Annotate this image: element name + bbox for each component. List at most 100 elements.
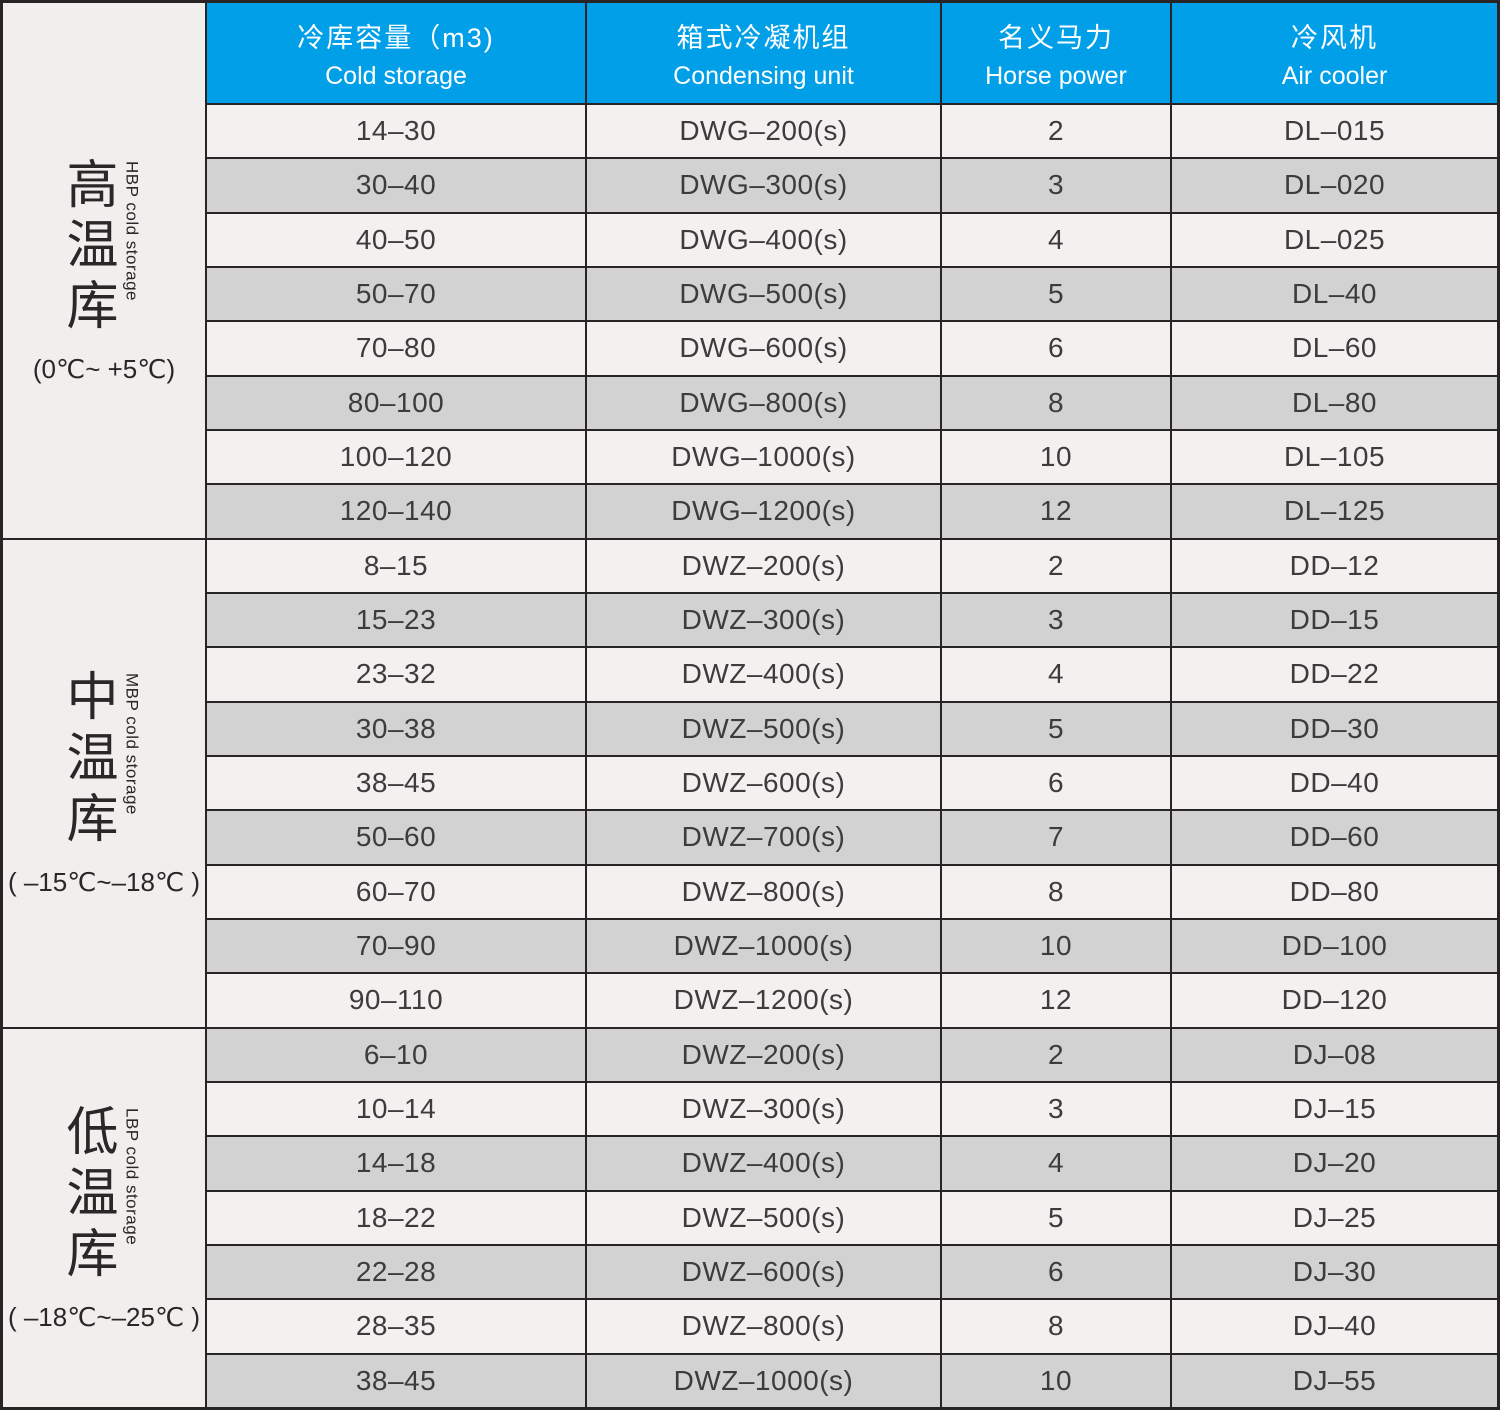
cell-horse-power: 3: [942, 159, 1170, 212]
cell-cold-storage: 28–35: [207, 1300, 585, 1353]
cell-cold-storage: 6–10: [207, 1028, 585, 1081]
cell-air-cooler: DJ–40: [1172, 1300, 1497, 1353]
cell-condensing-unit: DWZ–500(s): [587, 1191, 940, 1244]
cell-condensing-unit: DWG–1200(s): [587, 485, 940, 538]
cell-air-cooler: DJ–08: [1172, 1028, 1497, 1081]
header-label-en: Cold storage: [325, 61, 467, 90]
cell-cold-storage: 80–100: [207, 376, 585, 429]
cell-horse-power: 3: [942, 593, 1170, 647]
cell-air-cooler: DL–80: [1172, 376, 1497, 429]
section-title-en: LBP cold storage: [122, 1108, 142, 1246]
cell-horse-power: 2: [942, 539, 1170, 592]
section-title-en: HBP cold storage: [122, 160, 142, 301]
cell-condensing-unit: DWG–300(s): [587, 159, 940, 212]
cell-condensing-unit: DWZ–200(s): [587, 539, 940, 592]
cell-condensing-unit: DWG–500(s): [587, 267, 940, 321]
header-label-zh: 冷风机: [1291, 22, 1378, 53]
cell-air-cooler: DJ–55: [1172, 1354, 1497, 1407]
cell-horse-power: 4: [942, 648, 1170, 701]
cell-cold-storage: 23–32: [207, 648, 585, 701]
cell-air-cooler: DJ–15: [1172, 1082, 1497, 1136]
cell-cold-storage: 30–40: [207, 159, 585, 212]
cell-condensing-unit: DWZ–400(s): [587, 648, 940, 701]
cell-air-cooler: DD–30: [1172, 702, 1497, 755]
header-label-zh: 箱式冷凝机组: [676, 22, 851, 53]
cell-condensing-unit: DWZ–600(s): [587, 756, 940, 810]
cell-condensing-unit: DWZ–200(s): [587, 1028, 940, 1081]
cell-condensing-unit: DWZ–800(s): [587, 1300, 940, 1353]
header-label-zh: 名义马力: [998, 22, 1114, 53]
cell-air-cooler: DD–100: [1172, 919, 1497, 973]
cell-air-cooler: DL–015: [1172, 105, 1497, 158]
cell-horse-power: 12: [942, 485, 1170, 538]
cell-air-cooler: DD–80: [1172, 865, 1497, 918]
column-header-air-cooler: 冷风机 Air cooler: [1172, 3, 1497, 103]
cell-air-cooler: DD–22: [1172, 648, 1497, 701]
header-label-en: Horse power: [985, 61, 1127, 90]
cell-horse-power: 4: [942, 1137, 1170, 1190]
cell-air-cooler: DJ–25: [1172, 1191, 1497, 1244]
section-title-group: 低温库 LBP cold storage: [66, 1103, 141, 1285]
section-title-zh: 高温库: [66, 156, 119, 337]
cell-cold-storage: 14–30: [207, 105, 585, 158]
cell-cold-storage: 70–90: [207, 919, 585, 973]
cell-horse-power: 8: [942, 376, 1170, 429]
cell-air-cooler: DD–60: [1172, 811, 1497, 864]
section-label-hbp-cold-storage: 高温库 HBP cold storage (0℃~ +5℃): [3, 3, 205, 538]
cell-air-cooler: DD–15: [1172, 593, 1497, 647]
cell-condensing-unit: DWG–600(s): [587, 322, 940, 375]
cell-cold-storage: 120–140: [207, 485, 585, 538]
cell-cold-storage: 14–18: [207, 1137, 585, 1190]
cell-condensing-unit: DWG–400(s): [587, 213, 940, 266]
cell-horse-power: 6: [942, 322, 1170, 375]
cell-horse-power: 7: [942, 811, 1170, 864]
cell-condensing-unit: DWZ–500(s): [587, 702, 940, 755]
cell-horse-power: 5: [942, 1191, 1170, 1244]
cell-horse-power: 8: [942, 1300, 1170, 1353]
section-title-zh: 低温库: [66, 1104, 119, 1284]
section-label-lbp-cold-storage: 低温库 LBP cold storage ( –18℃~–25℃ ): [3, 1028, 205, 1407]
cell-cold-storage: 40–50: [207, 213, 585, 266]
cell-cold-storage: 60–70: [207, 865, 585, 918]
cell-air-cooler: DJ–30: [1172, 1245, 1497, 1299]
cell-condensing-unit: DWZ–800(s): [587, 865, 940, 918]
cell-air-cooler: DD–12: [1172, 539, 1497, 592]
column-header-condensing-unit: 箱式冷凝机组 Condensing unit: [587, 3, 940, 103]
cell-horse-power: 3: [942, 1082, 1170, 1136]
cell-cold-storage: 15–23: [207, 593, 585, 647]
section-temp-range: ( –18℃~–25℃ ): [7, 1301, 201, 1332]
section-title-group: 高温库 HBP cold storage: [66, 156, 141, 338]
cell-condensing-unit: DWG–800(s): [587, 376, 940, 429]
section-temp-range: ( –15℃~–18℃ ): [7, 866, 201, 897]
cell-cold-storage: 50–60: [207, 811, 585, 864]
cell-cold-storage: 30–38: [207, 702, 585, 755]
section-label-mbp-cold-storage: 中温库 MBP cold storage ( –15℃~–18℃ ): [3, 539, 205, 1027]
section-title-en: MBP cold storage: [122, 673, 142, 816]
cell-air-cooler: DL–125: [1172, 485, 1497, 538]
cell-horse-power: 12: [942, 974, 1170, 1027]
cell-horse-power: 10: [942, 919, 1170, 973]
cell-cold-storage: 50–70: [207, 267, 585, 321]
cell-horse-power: 5: [942, 702, 1170, 755]
cell-cold-storage: 38–45: [207, 756, 585, 810]
column-header-cold-storage: 冷库容量（m3) Cold storage: [207, 3, 585, 103]
cell-air-cooler: DJ–20: [1172, 1137, 1497, 1190]
cell-air-cooler: DL–105: [1172, 430, 1497, 484]
cell-condensing-unit: DWZ–600(s): [587, 1245, 940, 1299]
cell-horse-power: 5: [942, 267, 1170, 321]
section-temp-range: (0℃~ +5℃): [32, 354, 176, 385]
section-title-zh: 中温库: [66, 669, 119, 850]
cell-horse-power: 6: [942, 1245, 1170, 1299]
cell-air-cooler: DL–020: [1172, 159, 1497, 212]
header-label-en: Condensing unit: [673, 61, 854, 90]
cell-condensing-unit: DWG–1000(s): [587, 430, 940, 484]
cell-air-cooler: DD–40: [1172, 756, 1497, 810]
cell-condensing-unit: DWG–200(s): [587, 105, 940, 158]
cell-horse-power: 10: [942, 1354, 1170, 1407]
cell-cold-storage: 8–15: [207, 539, 585, 592]
cell-cold-storage: 90–110: [207, 974, 585, 1027]
cell-air-cooler: DL–40: [1172, 267, 1497, 321]
cell-horse-power: 6: [942, 756, 1170, 810]
cell-air-cooler: DD–120: [1172, 974, 1497, 1027]
